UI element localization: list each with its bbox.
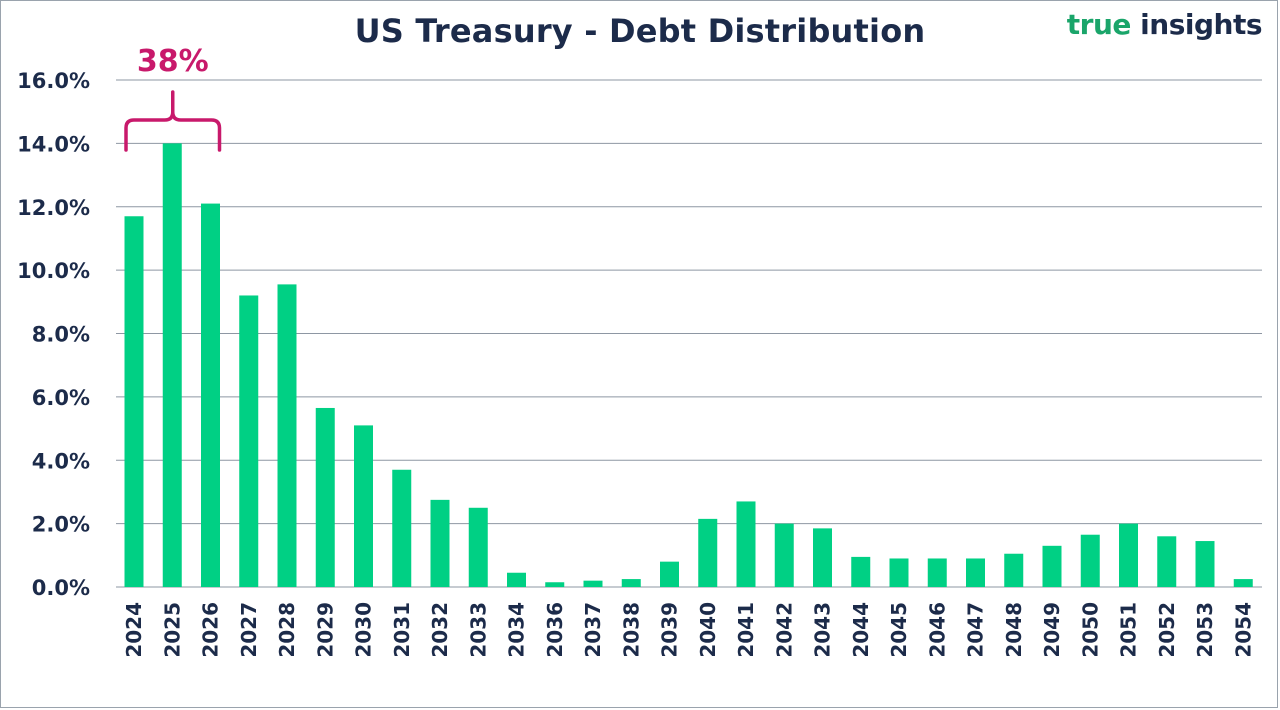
x-tick-label: 2046	[925, 602, 949, 658]
bar	[774, 523, 794, 587]
annotation-bracket	[124, 90, 222, 152]
x-tick-label: 2034	[505, 602, 529, 658]
bar	[1080, 534, 1100, 587]
bar	[392, 469, 412, 587]
logo-word-true: true	[1066, 8, 1132, 41]
x-tick-label: 2054	[1231, 602, 1255, 658]
bar	[660, 561, 679, 587]
bar	[698, 518, 718, 587]
x-tick-label: 2038	[619, 602, 643, 658]
bar	[1042, 545, 1062, 587]
x-tick-label: 2049	[1040, 602, 1064, 658]
y-tick-label: 10.0%	[17, 259, 90, 283]
bar	[124, 216, 144, 587]
bar	[277, 284, 297, 587]
y-tick-label: 14.0%	[17, 132, 90, 156]
bar	[1004, 553, 1024, 587]
bar	[851, 556, 871, 587]
x-tick-label: 2032	[428, 602, 452, 658]
x-tick-label: 2052	[1155, 602, 1179, 658]
bar	[889, 558, 909, 587]
bar	[315, 407, 335, 587]
bar	[545, 582, 565, 587]
x-tick-label: 2044	[849, 602, 873, 658]
bars	[124, 143, 1253, 588]
y-tick-label: 6.0%	[32, 386, 90, 410]
y-tick-label: 8.0%	[32, 323, 90, 347]
x-tick-label: 2051	[1117, 602, 1141, 658]
y-tick-label: 0.0%	[32, 576, 90, 600]
y-tick-label: 16.0%	[17, 69, 90, 93]
bar	[1157, 536, 1177, 587]
x-tick-label: 2050	[1078, 602, 1102, 658]
x-tick-label: 2043	[811, 602, 835, 658]
x-tick-label: 2048	[1002, 602, 1026, 658]
x-tick-label: 2024	[122, 602, 146, 658]
x-tick-label: 2029	[313, 602, 337, 658]
x-tick-label: 2037	[581, 602, 605, 658]
y-tick-label: 4.0%	[32, 449, 90, 473]
x-tick-label: 2047	[964, 602, 988, 658]
x-tick-label: 2028	[275, 602, 299, 658]
x-tick-label: 2045	[887, 602, 911, 658]
gridlines	[116, 79, 1262, 588]
chart-title: US Treasury - Debt Distribution	[354, 12, 926, 50]
x-tick-label: 2053	[1193, 602, 1217, 658]
bar	[621, 579, 641, 587]
bar	[468, 507, 488, 587]
bar	[354, 425, 373, 587]
x-tick-label: 2036	[543, 602, 567, 658]
bar	[966, 558, 985, 587]
x-tick-label: 2042	[772, 602, 796, 658]
bar	[1119, 523, 1138, 587]
y-tick-label: 12.0%	[17, 196, 90, 220]
x-tick-label: 2030	[352, 602, 376, 658]
x-tick-label: 2026	[199, 602, 223, 658]
y-tick-label: 2.0%	[32, 513, 90, 537]
logo-word-insights: insights	[1140, 8, 1262, 41]
x-tick-label: 2041	[734, 602, 758, 658]
x-tick-label: 2025	[160, 602, 184, 658]
bar	[927, 558, 947, 587]
x-tick-label: 2033	[466, 602, 490, 658]
x-tick-label: 2039	[658, 602, 682, 658]
bar	[507, 572, 526, 587]
bar	[239, 295, 259, 587]
annotation: 38%	[124, 44, 222, 152]
bar	[736, 501, 756, 587]
y-axis-ticks: 0.0% 2.0% 4.0% 6.0% 8.0% 10.0% 12.0% 14.0% 16.0%	[17, 69, 90, 600]
bar	[162, 143, 182, 587]
x-axis-ticks: 2024 2025 2026 2027 2028 2029 2030 2031 2032 2033…	[122, 602, 1255, 658]
x-tick-label: 2031	[390, 602, 414, 658]
bar	[583, 580, 603, 587]
true-insights-logo: true insights	[1066, 8, 1263, 41]
bar	[430, 499, 450, 587]
x-tick-label: 2027	[237, 602, 261, 658]
bar	[813, 528, 832, 587]
bar	[1233, 579, 1253, 587]
x-tick-label: 2040	[696, 602, 720, 658]
annotation-label: 38%	[137, 44, 209, 79]
bar	[1195, 541, 1215, 587]
bar	[201, 203, 220, 588]
